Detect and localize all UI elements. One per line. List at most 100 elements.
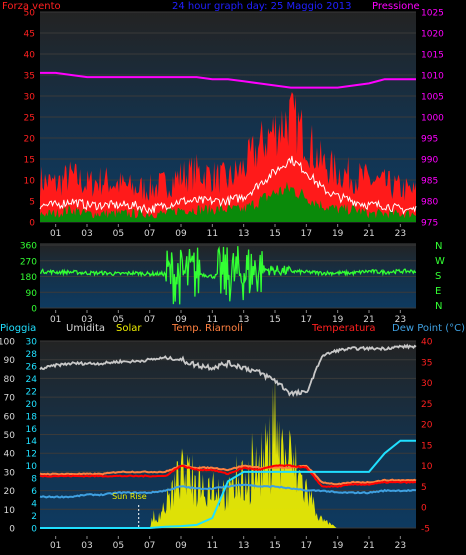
wind-axis-tick-label: 10 (24, 177, 36, 187)
pressure-series (40, 71, 416, 89)
direction-x-tick-label: 17 (301, 315, 312, 325)
wind-low-series (40, 181, 416, 222)
wind-axis-tick-label: 25 (24, 114, 35, 124)
direction-axis-tick-label: 270 (20, 257, 37, 267)
wind-avg-series (39, 155, 417, 215)
compass-label-n-bottom: N (435, 301, 442, 312)
rain-axis-tick-label: 14 (26, 437, 38, 447)
direction-x-tick-label: 23 (395, 315, 406, 325)
humidity-x-tick-label: 13 (238, 541, 249, 551)
humidity-axis-tick-label: 70 (4, 394, 16, 404)
wind-x-tick-label: 23 (395, 229, 406, 239)
temperature-axis-tick-label: 35 (421, 358, 432, 368)
pressure-axis-tick-label: 1010 (421, 72, 444, 82)
humidity-axis-tick-label: 20 (4, 487, 16, 497)
riarnoli-series (39, 464, 417, 486)
rain-axis-tick-label: 0 (31, 525, 37, 535)
dewpoint-series (39, 483, 417, 499)
pressure-axis-tick-label: 990 (421, 156, 438, 166)
wind-x-tick-label: 03 (81, 229, 92, 239)
wind-x-tick-label: 21 (363, 229, 374, 239)
rain-axis-tick-label: 2 (31, 512, 37, 522)
pressure-axis-tick-label: 985 (421, 177, 438, 187)
wind-x-tick-label: 05 (113, 229, 124, 239)
rain-axis-tick-label: 10 (26, 462, 38, 472)
humidity-x-tick-label: 21 (363, 541, 374, 551)
direction-x-tick-label: 21 (363, 315, 374, 325)
temperature-axis-tick-label: 5 (421, 483, 427, 493)
wind-x-tick-label: 19 (332, 229, 344, 239)
direction-x-tick-label: 15 (269, 315, 280, 325)
humidity-axis-tick-label: 60 (4, 412, 16, 422)
header-right-label: Pressione (372, 1, 420, 12)
wind-axis-tick-label: 20 (24, 135, 36, 145)
wind-x-tick-label: 07 (144, 229, 155, 239)
humidity-axis-tick-label: 80 (4, 375, 16, 385)
wind-x-tick-label: 17 (301, 229, 312, 239)
humidity-x-tick-label: 03 (81, 541, 92, 551)
temperature-axis-tick-label: 10 (421, 462, 433, 472)
direction-axis-tick-label: 180 (20, 273, 37, 283)
humidity-series (39, 343, 417, 398)
rain-axis-tick-label: 22 (26, 387, 37, 397)
temperatura-series (39, 464, 417, 488)
direction-axis-tick-label: 90 (26, 289, 38, 299)
pressure-axis-tick-label: 1020 (421, 30, 444, 40)
rain-axis-tick-label: 6 (31, 487, 37, 497)
rain-axis-tick-label: 26 (26, 362, 38, 372)
humidity-axis-tick-label: 100 (0, 338, 15, 348)
rain-axis-tick-label: 24 (26, 375, 38, 385)
compass-label-s: S (435, 271, 441, 282)
wind-x-tick-label: 15 (269, 229, 280, 239)
rain-axis-tick-label: 20 (26, 400, 38, 410)
humidity-axis-tick-label: 40 (4, 450, 16, 460)
wind-gust-series (40, 92, 416, 222)
legend-dewpoint: Dew Point (°C) (392, 323, 465, 334)
legend-riarnoli: Temp. Riarnoli (171, 323, 243, 334)
compass-label-e: E (435, 286, 441, 297)
temperature-axis-tick-label: 15 (421, 441, 432, 451)
wind-axis-tick-label: 50 (24, 9, 36, 19)
wind-x-tick-label: 11 (207, 229, 218, 239)
wind-axis-tick-label: 35 (24, 72, 35, 82)
direction-axis-tick-label: 0 (31, 305, 37, 315)
temperature-axis-tick-label: -5 (421, 525, 430, 535)
rain-axis-tick-label: 12 (26, 450, 37, 460)
legend-pioggia: Pioggia (0, 323, 36, 334)
humidity-x-tick-label: 11 (207, 541, 218, 551)
direction-x-tick-label: 05 (113, 315, 124, 325)
humidity-x-tick-label: 17 (301, 541, 312, 551)
rain-series (40, 439, 416, 529)
wind-direction-series (40, 245, 417, 305)
legend-umidita: Umidita (66, 323, 105, 334)
compass-label-w: W (435, 256, 445, 267)
pressure-axis-tick-label: 1005 (421, 93, 444, 103)
wind-x-tick-label: 01 (50, 229, 61, 239)
pressure-axis-tick-label: 980 (421, 198, 438, 208)
wind-axis-tick-label: 15 (24, 156, 35, 166)
direction-x-tick-label: 07 (144, 315, 155, 325)
direction-x-tick-label: 11 (207, 315, 218, 325)
wind-axis-tick-label: 30 (24, 93, 36, 103)
direction-x-tick-label: 03 (81, 315, 92, 325)
pressure-axis-tick-label: 995 (421, 135, 438, 145)
wind-axis-tick-label: 0 (29, 219, 35, 229)
sunrise-label: Sun Rise (112, 492, 147, 501)
legend-temperatura: Temperatura (311, 323, 376, 334)
pressure-axis-tick-label: 1015 (421, 51, 444, 61)
humidity-x-tick-label: 07 (144, 541, 155, 551)
compass-label-n-top: N (435, 241, 442, 252)
temperature-axis-tick-label: 25 (421, 400, 432, 410)
header-center-label: 24 hour graph day: 25 Maggio 2013 (172, 1, 352, 12)
direction-x-tick-label: 13 (238, 315, 249, 325)
humidity-axis-tick-label: 50 (4, 431, 16, 441)
humidity-axis-tick-label: 30 (4, 468, 16, 478)
humidity-x-tick-label: 15 (269, 541, 280, 551)
rain-axis-tick-label: 8 (31, 475, 37, 485)
direction-x-tick-label: 01 (50, 315, 61, 325)
temperature-axis-tick-label: 0 (421, 504, 427, 514)
humidity-x-tick-label: 09 (175, 541, 187, 551)
temperature-axis-tick-label: 40 (421, 338, 433, 348)
